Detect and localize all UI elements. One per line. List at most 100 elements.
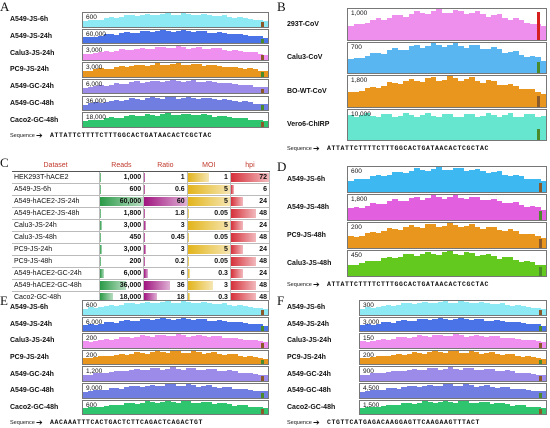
coverage-bar <box>478 318 485 332</box>
coverage-plot: 700 <box>347 41 547 74</box>
coverage-bar <box>175 63 182 77</box>
coverage-bar <box>370 52 376 73</box>
coverage-bar <box>103 34 110 44</box>
coverage-bar <box>262 358 269 365</box>
coverage-bar <box>515 389 521 398</box>
coverage-bar <box>535 207 541 220</box>
coverage-bar <box>411 386 418 398</box>
coverage-bar <box>499 370 506 381</box>
coverage-bar <box>375 407 382 415</box>
coverage-bar <box>463 301 469 315</box>
coverage-bar <box>149 14 156 27</box>
coverage-bar <box>180 47 187 61</box>
coverage-bar <box>83 375 89 381</box>
track-label: PC9-JS-48h <box>287 232 326 239</box>
coverage-bar <box>108 372 115 381</box>
track-max-value: 900 <box>363 368 374 376</box>
coverage-bar <box>408 171 415 192</box>
coverage-tracks: A549-JS-6h 300 A549-JS-24h 3,000 Calu3-JS-24… <box>287 300 550 428</box>
coverage-bar <box>489 404 495 415</box>
coverage-bar <box>502 230 508 248</box>
track-max-value: 1,200 <box>86 368 103 376</box>
coverage-bar <box>160 13 166 27</box>
coverage-bar <box>165 30 171 44</box>
coverage-bar <box>175 80 182 94</box>
variant-marker <box>539 183 542 192</box>
track-label: Calu3-CoV <box>287 54 323 62</box>
coverage-bar <box>474 10 481 40</box>
moi-value: 3 <box>224 282 228 289</box>
panel-letter: B <box>277 0 286 14</box>
track-max-value: 1,500 <box>363 401 380 409</box>
coverage-track-row: A549-JS-6h 600 <box>10 12 272 28</box>
coverage-bar <box>442 352 449 365</box>
coverage-bar <box>518 89 525 107</box>
coverage-bar <box>442 301 449 315</box>
coverage-bar <box>520 356 526 365</box>
coverage-bar <box>180 113 187 127</box>
coverage-bar <box>391 322 397 332</box>
coverage-bar <box>469 77 475 107</box>
coverage-bar <box>452 254 459 276</box>
coverage-bar <box>170 63 176 77</box>
coverage-bar <box>489 320 495 332</box>
coverage-bar <box>196 99 202 111</box>
coverage-bar <box>242 35 248 44</box>
coverage-bar <box>458 352 464 365</box>
coverage-bar <box>201 318 207 332</box>
coverage-bar <box>170 351 176 365</box>
coverage-bar <box>518 205 525 220</box>
coverage-bar <box>144 301 151 315</box>
coverage-bar <box>206 353 212 365</box>
coverage-bar <box>375 355 382 365</box>
coverage-bar <box>232 405 238 415</box>
coverage-bar <box>529 262 536 276</box>
variant-marker <box>539 343 542 348</box>
sequence-row: Sequence ➔ ATTATTCTTTTCTTTGGCACTGATAACACTC… <box>10 131 272 141</box>
coverage-bar <box>391 305 397 315</box>
coverage-bar <box>160 46 166 61</box>
coverage-bar <box>509 337 516 348</box>
moi-value: 0.3 <box>218 270 228 277</box>
coverage-bar <box>353 23 360 40</box>
coverage-bar <box>447 170 453 192</box>
coverage-bar <box>103 85 110 94</box>
coverage-plot: 200 <box>359 349 547 366</box>
coverage-bar <box>118 49 125 61</box>
coverage-bar <box>252 19 259 27</box>
coverage-bar <box>507 19 514 40</box>
coverage-bar <box>103 305 110 315</box>
coverage-bar <box>252 339 259 348</box>
coverage-bar <box>257 324 264 332</box>
track-max-value: 6,000 <box>86 80 103 88</box>
hpi-value: 48 <box>259 282 267 289</box>
ratio-value: 3 <box>180 246 185 253</box>
ratio-data-bar <box>144 185 146 194</box>
coverage-bar <box>247 372 253 381</box>
coverage-bar <box>518 19 525 40</box>
coverage-bar <box>103 68 110 77</box>
coverage-bar <box>185 384 192 398</box>
column-header: Ratio <box>143 160 188 172</box>
coverage-bar <box>221 67 228 77</box>
coverage-track-row: Calu3-JS-24h 3,000 <box>10 45 272 62</box>
coverage-bar <box>257 70 264 77</box>
coverage-bar <box>474 256 481 276</box>
variant-marker <box>261 105 264 111</box>
coverage-bar <box>247 52 253 61</box>
coverage-bar <box>463 79 470 107</box>
coverage-bar <box>392 199 398 220</box>
track-label: Calu3-JS-24h <box>287 337 332 345</box>
coverage-bar <box>502 114 508 140</box>
coverage-bar <box>247 406 253 415</box>
coverage-bar <box>425 46 431 73</box>
coverage-bar <box>535 341 542 348</box>
coverage-bar <box>134 304 140 315</box>
coverage-bar <box>489 304 495 315</box>
coverage-bar <box>118 321 125 332</box>
coverage-bar <box>216 66 223 77</box>
coverage-bar <box>154 403 161 415</box>
column-header: MOI <box>187 160 231 172</box>
coverage-bar <box>386 228 393 248</box>
coverage-bar <box>190 319 197 332</box>
